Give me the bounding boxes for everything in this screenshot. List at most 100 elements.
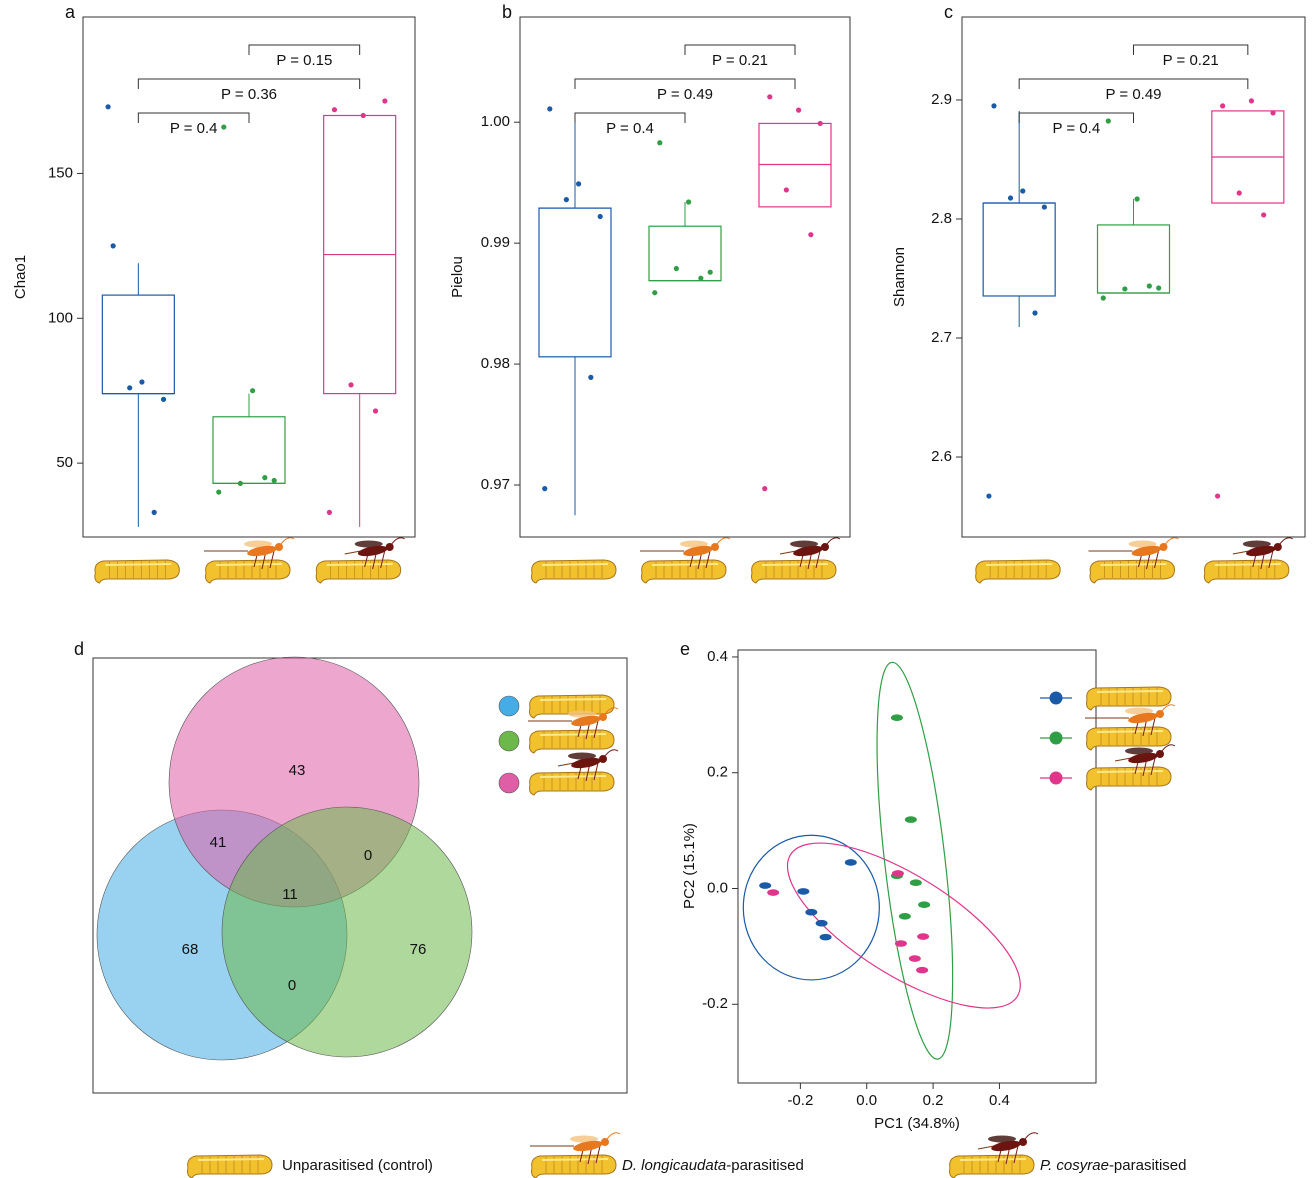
wasp-head bbox=[386, 543, 394, 551]
point bbox=[1220, 103, 1225, 108]
region-count: 76 bbox=[410, 941, 427, 958]
point bbox=[327, 510, 332, 515]
point bbox=[899, 913, 911, 920]
point bbox=[216, 489, 221, 494]
panel-label: a bbox=[65, 2, 76, 22]
larva-icon bbox=[1085, 705, 1175, 750]
wasp-antenna bbox=[827, 538, 840, 544]
y-axis-label: PC2 (15.1%) bbox=[681, 823, 698, 909]
point bbox=[762, 486, 767, 491]
point bbox=[373, 408, 378, 413]
point bbox=[576, 181, 581, 186]
p-value: P = 0.4 bbox=[606, 120, 654, 137]
x-tick-label: 0.2 bbox=[923, 1092, 944, 1109]
y-tick-label: 150 bbox=[48, 164, 73, 181]
point bbox=[895, 940, 907, 947]
wasp-head bbox=[275, 543, 283, 551]
figure: aChao150100150P = 0.4P = 0.36P = 0.15bPi… bbox=[0, 0, 1313, 1178]
point bbox=[816, 920, 828, 927]
larva-icon bbox=[1089, 538, 1179, 583]
region-count: 43 bbox=[289, 762, 306, 779]
point bbox=[262, 475, 267, 480]
wasp-antenna bbox=[605, 750, 618, 756]
larva-shine bbox=[105, 564, 171, 565]
y-tick-label: 2.9 bbox=[931, 91, 952, 108]
point bbox=[905, 816, 917, 823]
larva-shine bbox=[1097, 771, 1163, 772]
y-tick-label: 0.4 bbox=[707, 648, 728, 665]
confidence-ellipse bbox=[764, 812, 1044, 1038]
point bbox=[1106, 118, 1111, 123]
point bbox=[674, 266, 679, 271]
wasp-head bbox=[1156, 750, 1164, 758]
wasp-head bbox=[1019, 1138, 1027, 1146]
point bbox=[1156, 285, 1161, 290]
p-value: P = 0.21 bbox=[712, 52, 768, 69]
point bbox=[382, 98, 387, 103]
y-axis-label: Shannon bbox=[891, 247, 908, 307]
wasp-head bbox=[1274, 543, 1282, 551]
larva-icon bbox=[1087, 745, 1176, 790]
larva-icon bbox=[752, 538, 841, 583]
point bbox=[1008, 195, 1013, 200]
point bbox=[272, 478, 277, 483]
point bbox=[686, 199, 691, 204]
larva-shine bbox=[1101, 564, 1167, 565]
panel-label: c bbox=[944, 2, 953, 22]
point bbox=[759, 882, 771, 889]
wasp-head bbox=[821, 543, 829, 551]
wasp-head bbox=[599, 755, 607, 763]
wasp-head bbox=[1156, 710, 1164, 718]
point bbox=[1270, 110, 1275, 115]
y-tick-label: 2.7 bbox=[931, 329, 952, 346]
box bbox=[213, 417, 285, 484]
legend-label: D. longicaudata-parasitised bbox=[622, 1157, 804, 1174]
wasp-antenna bbox=[281, 538, 294, 544]
y-axis-label: Chao1 bbox=[12, 255, 29, 299]
larva-shine bbox=[1097, 691, 1163, 692]
point bbox=[348, 382, 353, 387]
legend-marker bbox=[1050, 772, 1063, 785]
point bbox=[796, 108, 801, 113]
legend-species: D. longicaudata bbox=[622, 1157, 726, 1174]
larva-shine bbox=[652, 564, 718, 565]
larva-shine bbox=[960, 1159, 1026, 1160]
wasp-antenna bbox=[1280, 538, 1293, 544]
larva-shine bbox=[762, 564, 828, 565]
larva-icon bbox=[640, 538, 730, 583]
venn-set bbox=[222, 807, 472, 1057]
box bbox=[539, 208, 611, 357]
legend-swatch bbox=[499, 696, 519, 716]
point bbox=[910, 879, 922, 886]
larva-shine bbox=[1097, 731, 1163, 732]
legend-text: -parasitised bbox=[1109, 1157, 1187, 1174]
point bbox=[1122, 286, 1127, 291]
larva-shine bbox=[540, 734, 606, 735]
point bbox=[564, 197, 569, 202]
wasp-antenna bbox=[392, 538, 405, 544]
point bbox=[221, 124, 226, 129]
y-tick-label: -0.2 bbox=[702, 995, 728, 1012]
point bbox=[588, 375, 593, 380]
x-tick-label: 0.4 bbox=[989, 1092, 1010, 1109]
wasp-head bbox=[1160, 543, 1168, 551]
larva-icon bbox=[528, 708, 618, 753]
point bbox=[1042, 204, 1047, 209]
larva-shine bbox=[542, 1159, 608, 1160]
point bbox=[1020, 188, 1025, 193]
y-tick-label: 2.6 bbox=[931, 448, 952, 465]
legend-swatch bbox=[499, 773, 519, 793]
point bbox=[1032, 310, 1037, 315]
legend-text: Unparasitised (control) bbox=[282, 1157, 433, 1174]
region-count: 0 bbox=[364, 847, 372, 864]
y-axis-label: Pielou bbox=[449, 256, 466, 298]
point bbox=[917, 933, 929, 940]
wasp-antenna bbox=[607, 1133, 620, 1139]
wasp-antenna bbox=[1025, 1133, 1038, 1139]
panel-label: e bbox=[680, 639, 690, 659]
larva-icon bbox=[188, 1155, 273, 1178]
box bbox=[1098, 225, 1170, 293]
wasp-head bbox=[711, 543, 719, 551]
legend-text: -parasitised bbox=[726, 1157, 804, 1174]
region-count: 68 bbox=[182, 941, 199, 958]
